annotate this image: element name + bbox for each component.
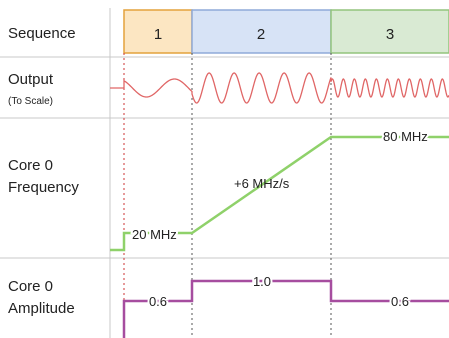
sequence-step-3-box bbox=[330, 9, 449, 54]
amplitude-step1-label: 0.6 bbox=[149, 294, 167, 309]
amplitude-line bbox=[122, 279, 449, 338]
frequency-ramp-label: +6 MHz/s bbox=[234, 176, 290, 191]
sequence-step-1-label: 1 bbox=[154, 26, 162, 43]
frequency-line bbox=[110, 135, 449, 252]
row-label-amplitude-line2: Amplitude bbox=[8, 300, 75, 317]
sequence-step-2-label: 2 bbox=[257, 26, 265, 43]
row-label-output: Output bbox=[8, 71, 54, 88]
row-label-frequency-line1: Core 0 bbox=[8, 157, 53, 174]
frequency-end-label: 80 MHz bbox=[383, 129, 428, 144]
sequence-step-3-label: 3 bbox=[386, 26, 394, 43]
sequence-step-1-box bbox=[123, 9, 193, 54]
output-waveform bbox=[110, 72, 449, 104]
row-label-amplitude-line1: Core 0 bbox=[8, 278, 53, 295]
sequence-step-2-box bbox=[191, 9, 332, 54]
amplitude-step2-label: 1.0 bbox=[253, 274, 271, 289]
row-sublabel-output: (To Scale) bbox=[8, 96, 53, 107]
amplitude-step3-label: 0.6 bbox=[391, 294, 409, 309]
sequence-steps: 1 2 3 bbox=[123, 9, 449, 54]
row-label-frequency-line2: Frequency bbox=[8, 179, 79, 196]
frequency-start-label: 20 MHz bbox=[132, 227, 177, 242]
row-label-sequence: Sequence bbox=[8, 25, 76, 42]
grid-lines bbox=[0, 8, 449, 338]
